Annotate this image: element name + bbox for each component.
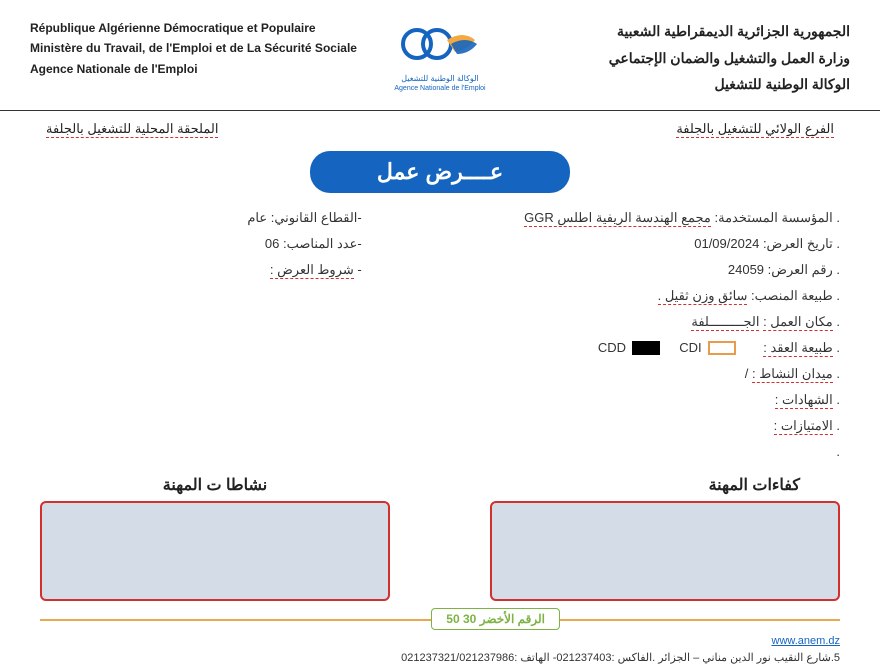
- header: République Algérienne Démocratique et Po…: [0, 0, 880, 111]
- logo-caption-ar: الوكالة الوطنية للتشغيل: [401, 74, 478, 83]
- num-value: 24059: [728, 262, 764, 277]
- section-left: نشاطا ت المهنة: [40, 475, 390, 601]
- count-value: 06: [265, 236, 279, 251]
- sections-row: كفاءات المهنة نشاطا ت المهنة: [0, 465, 880, 601]
- fr-line1: République Algérienne Démocratique et Po…: [30, 18, 385, 38]
- branch-right: الفرع الولائي للتشغيل بالجلفة: [670, 119, 840, 139]
- cdi-checkbox: [708, 341, 736, 355]
- cond-row: - شروط العرض :: [40, 257, 362, 283]
- fr-line2: Ministère du Travail, de l'Emploi et de …: [30, 38, 385, 58]
- footer-address: 5.شارع النقيب نور الدين مناني – الجزائر …: [401, 652, 840, 664]
- ar-line2: وزارة العمل والتشغيل والضمان الإجتماعي: [495, 45, 850, 72]
- left-column: -القطاع القانوني: عام -عدد المناصب: 06 -…: [40, 205, 362, 465]
- section-left-title: نشاطا ت المهنة: [40, 475, 390, 495]
- section-left-box: [40, 501, 390, 601]
- legal-value: عام: [247, 210, 267, 225]
- section-right-box: [490, 501, 840, 601]
- cdd-checkbox: [632, 341, 660, 355]
- org-value: مجمع الهندسة الريفية اطلس GGR: [524, 210, 711, 227]
- legal-row: -القطاع القانوني: عام: [40, 205, 362, 231]
- fr-line3: Agence Nationale de l'Emploi: [30, 59, 385, 79]
- body-columns: . المؤسسة المستخدمة: مجمع الهندسة الريفي…: [0, 205, 880, 465]
- branch-left: الملحقة المحلية للتشغيل بالجلفة: [40, 119, 224, 139]
- title-pill: عــــرض عمل: [310, 151, 570, 193]
- footer-rule: الرقم الأخضر 30 50: [40, 619, 840, 621]
- footer-text: www.anem.dz 5.شارع النقيب نور الدين منان…: [0, 627, 880, 668]
- date-row: . تاريخ العرض: 01/09/2024: [422, 231, 840, 257]
- priv-row: . الامتيازات :: [422, 413, 840, 439]
- count-row: -عدد المناصب: 06: [40, 231, 362, 257]
- contract-row: . طبيعة العقد : CDD CDI: [422, 335, 840, 361]
- header-arabic: الجمهورية الجزائرية الديمقراطية الشعبية …: [495, 18, 850, 98]
- section-right-title: كفاءات المهنة: [490, 475, 840, 495]
- domain-row: . ميدان النشاط : /: [422, 361, 840, 387]
- org-row: . المؤسسة المستخدمة: مجمع الهندسة الريفي…: [422, 205, 840, 231]
- post-value: سائق وزن ثقيل .: [658, 288, 748, 305]
- date-value: 01/09/2024: [694, 236, 759, 251]
- header-french: République Algérienne Démocratique et Po…: [30, 18, 385, 79]
- logo-icon: [395, 22, 485, 72]
- cert-row: . الشهادات :: [422, 387, 840, 413]
- cdd-label: CDD: [598, 335, 626, 361]
- ar-line1: الجمهورية الجزائرية الديمقراطية الشعبية: [495, 18, 850, 45]
- logo-caption-fr: Agence Nationale de l'Emploi: [394, 85, 485, 92]
- num-row: . رقم العرض: 24059: [422, 257, 840, 283]
- cdi-label: CDI: [679, 335, 701, 361]
- green-number-badge: الرقم الأخضر 30 50: [431, 608, 560, 630]
- logo: الوكالة الوطنية للتشغيل Agence Nationale…: [385, 18, 495, 92]
- footer-url[interactable]: www.anem.dz: [772, 635, 840, 647]
- contract-checkboxes: CDD CDI: [598, 335, 736, 361]
- right-column: . المؤسسة المستخدمة: مجمع الهندسة الريفي…: [422, 205, 840, 465]
- empty-row: .: [422, 439, 840, 465]
- branches-row: الفرع الولائي للتشغيل بالجلفة الملحقة ال…: [0, 111, 880, 143]
- place-row: . مكان العمل : الجـــــــــلفة: [422, 309, 840, 335]
- post-row: . طبيعة المنصب: سائق وزن ثقيل .: [422, 283, 840, 309]
- ar-line3: الوكالة الوطنية للتشغيل: [495, 71, 850, 98]
- place-value: الجـــــــــلفة: [691, 314, 759, 331]
- section-right: كفاءات المهنة: [490, 475, 840, 601]
